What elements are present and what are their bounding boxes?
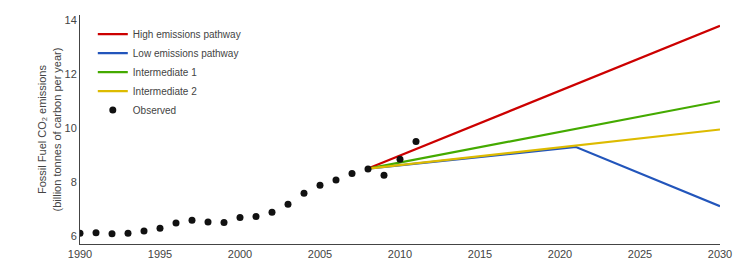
svg-text:1995: 1995 <box>148 248 172 260</box>
svg-text:2030: 2030 <box>708 248 732 260</box>
svg-text:8: 8 <box>71 176 77 188</box>
svg-text:High emissions pathway: High emissions pathway <box>133 29 241 40</box>
svg-text:1990: 1990 <box>68 248 92 260</box>
svg-text:2020: 2020 <box>548 248 572 260</box>
svg-text:6: 6 <box>71 230 77 242</box>
svg-text:Low emissions pathway: Low emissions pathway <box>133 48 239 59</box>
svg-text:2010: 2010 <box>388 248 412 260</box>
svg-text:Observed: Observed <box>133 105 176 116</box>
svg-text:2005: 2005 <box>308 248 332 260</box>
svg-text:10: 10 <box>65 122 77 134</box>
svg-text:12: 12 <box>65 68 77 80</box>
svg-text:Intermediate 1: Intermediate 1 <box>133 67 197 78</box>
svg-text:Intermediate 2: Intermediate 2 <box>133 86 197 97</box>
svg-text:2000: 2000 <box>228 248 252 260</box>
svg-text:Fossil Fuel CO₂ emissions(bill: Fossil Fuel CO₂ emissions(billion tonnes… <box>36 48 62 212</box>
svg-text:2015: 2015 <box>468 248 492 260</box>
svg-text:2025: 2025 <box>628 248 652 260</box>
svg-text:14: 14 <box>65 14 77 26</box>
